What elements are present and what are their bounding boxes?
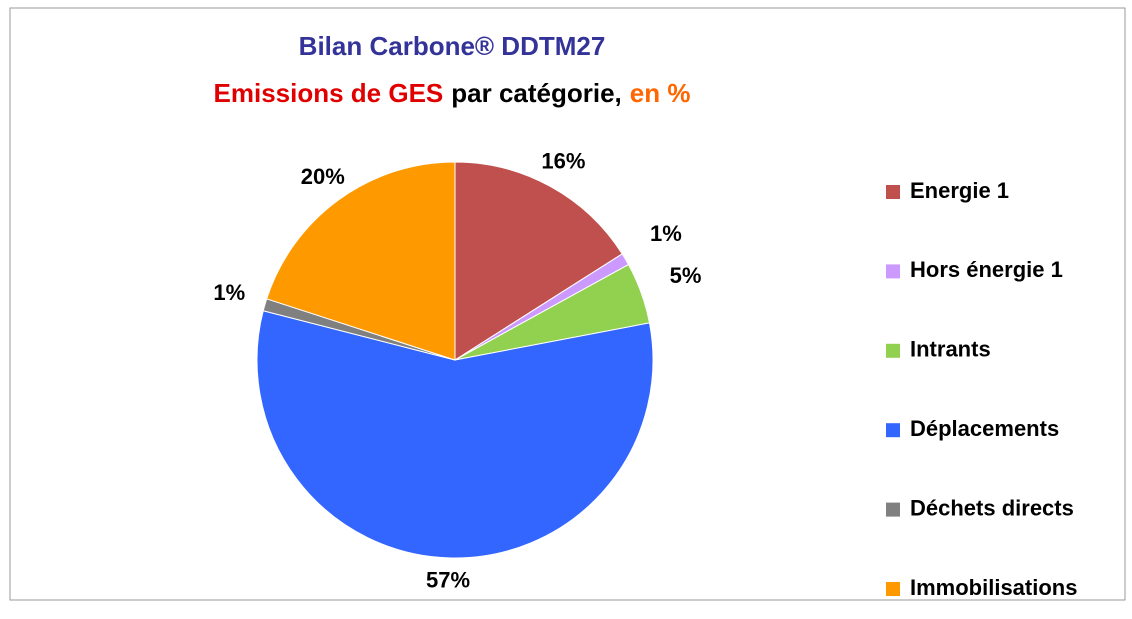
legend-label: Hors énergie 1 <box>910 257 1063 282</box>
subtitle-part: Emissions de GES <box>214 78 444 108</box>
pie-slice <box>266 161 456 361</box>
legend-swatch <box>886 582 900 596</box>
legend-label: Energie 1 <box>910 178 1009 203</box>
value-label: 20% <box>301 164 345 189</box>
legend-swatch <box>886 502 900 517</box>
legend-label: Intrants <box>910 337 991 362</box>
value-label: 1% <box>213 280 245 305</box>
legend-label: Déplacements <box>910 416 1059 441</box>
value-label: 1% <box>650 221 682 246</box>
legend-swatch <box>886 264 900 279</box>
value-label: 5% <box>670 263 702 288</box>
subtitle-part: par catégorie, <box>451 78 622 108</box>
chart-title: Bilan Carbone® DDTM27 <box>299 31 606 61</box>
subtitle-part: en % <box>630 78 691 108</box>
legend-label: Immobilisations <box>910 575 1077 600</box>
value-label: 57% <box>426 568 470 593</box>
chart-subtitle: Emissions de GES par catégorie, en % <box>214 78 691 108</box>
pie-slice <box>256 310 654 559</box>
pie-slice <box>454 161 623 361</box>
legend-swatch <box>886 423 900 438</box>
legend-label: Déchets directs <box>910 495 1074 520</box>
value-label: 16% <box>541 149 585 174</box>
legend-swatch <box>886 185 900 199</box>
legend-swatch <box>886 343 900 358</box>
